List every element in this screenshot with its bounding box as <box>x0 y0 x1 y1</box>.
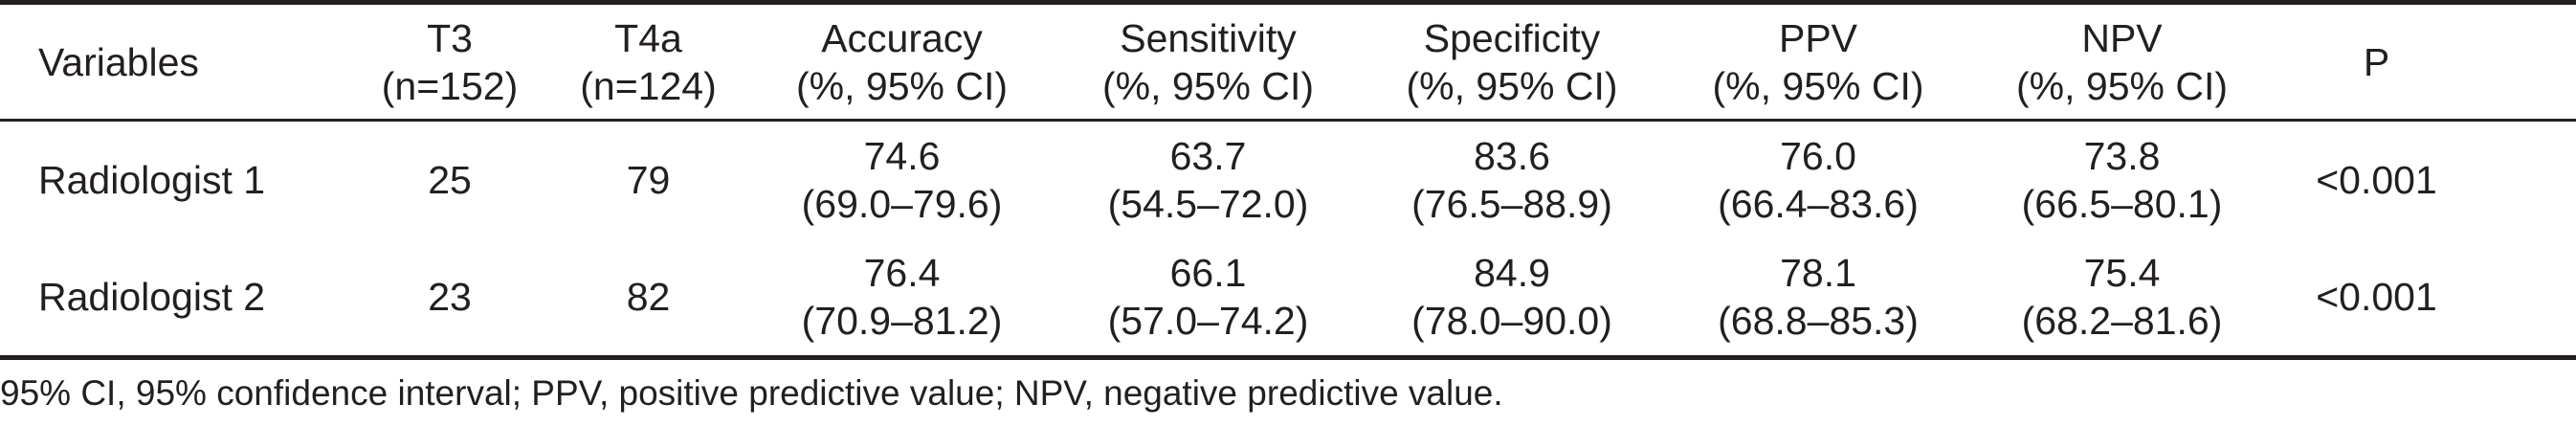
header-npv-unit: (%, 95% CI) <box>2016 63 2228 108</box>
header-specificity: Specificity (%, 95% CI) <box>1359 14 1665 110</box>
table-header-rule <box>0 119 2576 122</box>
row-ppv: 76.0 (66.4–83.6) <box>1665 132 1971 228</box>
ppv-value: 76.0 <box>1780 134 1856 178</box>
header-npv-label: NPV <box>2081 15 2163 60</box>
table-top-rule <box>0 0 2576 5</box>
row-t3: 25 <box>428 158 472 202</box>
sensitivity-ci: (57.0–74.2) <box>1107 299 1309 343</box>
header-accuracy: Accuracy (%, 95% CI) <box>746 14 1057 110</box>
row-p-value: <0.001 <box>2316 158 2437 202</box>
header-variables-label: Variables <box>38 39 199 84</box>
sensitivity-ci: (54.5–72.0) <box>1107 182 1309 226</box>
row-p-value: <0.001 <box>2316 275 2437 319</box>
header-p: P <box>2273 38 2480 86</box>
row-ppv: 78.1 (68.8–85.3) <box>1665 249 1971 345</box>
row-sensitivity: 66.1 (57.0–74.2) <box>1057 249 1359 345</box>
ppv-ci: (68.8–85.3) <box>1718 299 1919 343</box>
specificity-ci: (78.0–90.0) <box>1411 299 1612 343</box>
row-npv: 73.8 (66.5–80.1) <box>1971 132 2273 228</box>
row-t4a: 82 <box>626 275 671 319</box>
header-accuracy-unit: (%, 95% CI) <box>796 63 1008 108</box>
specificity-value: 84.9 <box>1474 251 1550 295</box>
header-t4a: T4a (n=124) <box>550 14 746 110</box>
header-specificity-unit: (%, 95% CI) <box>1406 63 1618 108</box>
header-npv: NPV (%, 95% CI) <box>1971 14 2273 110</box>
npv-ci: (68.2–81.6) <box>2021 299 2223 343</box>
row-sensitivity: 63.7 (54.5–72.0) <box>1057 132 1359 228</box>
header-sensitivity-unit: (%, 95% CI) <box>1102 63 1314 108</box>
table-footnote: 95% CI, 95% confidence interval; PPV, po… <box>0 373 1503 413</box>
header-accuracy-label: Accuracy <box>821 15 983 60</box>
ppv-ci: (66.4–83.6) <box>1718 182 1919 226</box>
accuracy-value: 76.4 <box>863 251 941 295</box>
npv-value: 73.8 <box>2083 134 2161 178</box>
specificity-ci: (76.5–88.9) <box>1411 182 1612 226</box>
accuracy-ci: (70.9–81.2) <box>801 299 1003 343</box>
npv-ci: (66.5–80.1) <box>2021 182 2223 226</box>
header-ppv: PPV (%, 95% CI) <box>1665 14 1971 110</box>
header-p-label: P <box>2363 39 2390 84</box>
row-t3: 23 <box>428 275 472 319</box>
header-t4a-label: T4a <box>614 15 682 60</box>
header-t3-count: (n=152) <box>381 63 519 108</box>
specificity-value: 83.6 <box>1474 134 1550 178</box>
row-t4a: 79 <box>626 158 671 202</box>
header-ppv-label: PPV <box>1778 15 1858 60</box>
table-bottom-rule <box>0 355 2576 360</box>
row-variable: Radiologist 2 <box>38 275 266 319</box>
npv-value: 75.4 <box>2083 251 2161 295</box>
sensitivity-value: 66.1 <box>1169 251 1247 295</box>
row-accuracy: 74.6 (69.0–79.6) <box>746 132 1057 228</box>
sensitivity-value: 63.7 <box>1169 134 1247 178</box>
row-npv: 75.4 (68.2–81.6) <box>1971 249 2273 345</box>
row-specificity: 84.9 (78.0–90.0) <box>1359 249 1665 345</box>
header-specificity-label: Specificity <box>1423 15 1601 60</box>
header-sensitivity: Sensitivity (%, 95% CI) <box>1057 14 1359 110</box>
accuracy-ci: (69.0–79.6) <box>801 182 1003 226</box>
header-t3-label: T3 <box>427 15 473 60</box>
header-variables: Variables <box>0 38 349 86</box>
row-accuracy: 76.4 (70.9–81.2) <box>746 249 1057 345</box>
accuracy-value: 74.6 <box>863 134 941 178</box>
header-sensitivity-label: Sensitivity <box>1120 15 1297 60</box>
header-ppv-unit: (%, 95% CI) <box>1712 63 1924 108</box>
table-row: Radiologist 2 23 82 76.4 (70.9–81.2) 66.… <box>0 238 2576 355</box>
table-row: Radiologist 1 25 79 74.6 (69.0–79.6) 63.… <box>0 122 2576 238</box>
header-t3: T3 (n=152) <box>349 14 550 110</box>
row-variable: Radiologist 1 <box>38 158 266 202</box>
ppv-value: 78.1 <box>1780 251 1856 295</box>
row-specificity: 83.6 (76.5–88.9) <box>1359 132 1665 228</box>
table-header-row: Variables T3 (n=152) T4a (n=124) Accurac… <box>0 5 2576 119</box>
header-t4a-count: (n=124) <box>580 63 717 108</box>
